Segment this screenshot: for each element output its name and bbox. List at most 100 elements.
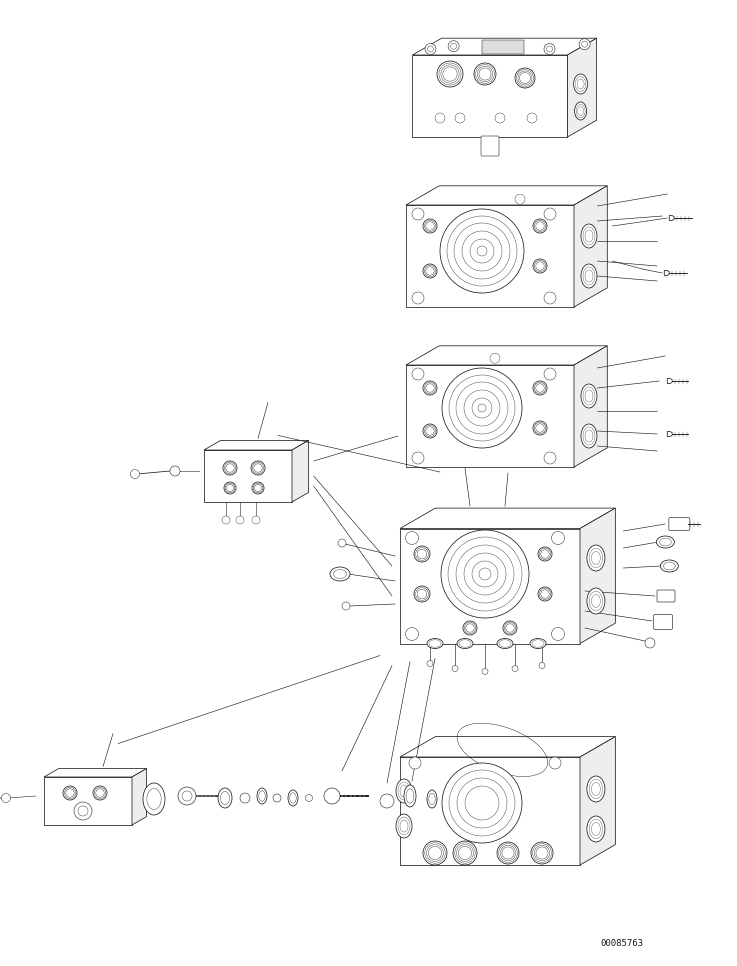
Polygon shape bbox=[413, 55, 567, 137]
Circle shape bbox=[380, 794, 394, 808]
FancyBboxPatch shape bbox=[657, 590, 675, 602]
Ellipse shape bbox=[497, 639, 513, 648]
Circle shape bbox=[222, 516, 230, 524]
Circle shape bbox=[427, 46, 433, 52]
Circle shape bbox=[423, 264, 437, 278]
Circle shape bbox=[503, 621, 517, 635]
Polygon shape bbox=[406, 346, 607, 365]
Ellipse shape bbox=[396, 779, 412, 803]
Ellipse shape bbox=[530, 639, 546, 648]
Circle shape bbox=[533, 381, 547, 395]
Ellipse shape bbox=[259, 791, 265, 801]
Circle shape bbox=[224, 482, 236, 494]
Circle shape bbox=[412, 292, 424, 304]
Circle shape bbox=[130, 469, 139, 478]
Circle shape bbox=[442, 763, 522, 843]
Circle shape bbox=[182, 791, 192, 801]
Polygon shape bbox=[567, 39, 597, 137]
Circle shape bbox=[412, 208, 424, 220]
Circle shape bbox=[544, 452, 556, 464]
Ellipse shape bbox=[257, 788, 267, 804]
Polygon shape bbox=[204, 450, 292, 502]
Polygon shape bbox=[482, 41, 524, 54]
Circle shape bbox=[549, 757, 561, 769]
Circle shape bbox=[544, 292, 556, 304]
Ellipse shape bbox=[581, 424, 597, 448]
Ellipse shape bbox=[587, 588, 605, 614]
Ellipse shape bbox=[334, 569, 346, 579]
Circle shape bbox=[306, 794, 312, 802]
Ellipse shape bbox=[663, 562, 675, 570]
FancyBboxPatch shape bbox=[669, 518, 690, 530]
Ellipse shape bbox=[290, 793, 296, 803]
Circle shape bbox=[452, 666, 458, 671]
Circle shape bbox=[342, 602, 350, 610]
Ellipse shape bbox=[330, 567, 350, 581]
Ellipse shape bbox=[581, 224, 597, 248]
Circle shape bbox=[495, 113, 505, 123]
Ellipse shape bbox=[587, 776, 605, 802]
Polygon shape bbox=[400, 528, 580, 643]
Ellipse shape bbox=[427, 790, 437, 808]
Circle shape bbox=[423, 381, 437, 395]
Ellipse shape bbox=[406, 789, 414, 803]
Circle shape bbox=[497, 842, 519, 864]
Circle shape bbox=[427, 661, 433, 667]
Circle shape bbox=[442, 368, 522, 448]
Circle shape bbox=[531, 842, 553, 864]
Ellipse shape bbox=[581, 384, 597, 408]
Circle shape bbox=[455, 113, 465, 123]
Polygon shape bbox=[400, 737, 615, 757]
Ellipse shape bbox=[457, 639, 473, 648]
Polygon shape bbox=[574, 346, 607, 467]
Circle shape bbox=[533, 219, 547, 233]
Circle shape bbox=[448, 41, 459, 52]
Ellipse shape bbox=[575, 102, 587, 120]
Circle shape bbox=[539, 663, 545, 668]
Circle shape bbox=[78, 806, 88, 816]
Polygon shape bbox=[574, 185, 607, 307]
Ellipse shape bbox=[587, 545, 605, 571]
Polygon shape bbox=[400, 508, 615, 528]
Polygon shape bbox=[292, 440, 309, 502]
Circle shape bbox=[405, 531, 419, 545]
Circle shape bbox=[405, 628, 419, 640]
Ellipse shape bbox=[218, 788, 232, 808]
Ellipse shape bbox=[143, 783, 165, 815]
Circle shape bbox=[538, 547, 552, 561]
Circle shape bbox=[414, 586, 430, 602]
Circle shape bbox=[490, 354, 500, 363]
Polygon shape bbox=[667, 379, 672, 384]
Polygon shape bbox=[406, 205, 574, 307]
Circle shape bbox=[581, 42, 587, 47]
Circle shape bbox=[178, 787, 196, 805]
Ellipse shape bbox=[573, 74, 587, 94]
Circle shape bbox=[547, 46, 553, 52]
Circle shape bbox=[527, 113, 537, 123]
Polygon shape bbox=[669, 215, 674, 220]
Text: 00085763: 00085763 bbox=[601, 939, 643, 948]
Circle shape bbox=[544, 368, 556, 380]
Polygon shape bbox=[580, 508, 615, 643]
Circle shape bbox=[170, 466, 180, 476]
Circle shape bbox=[223, 461, 237, 475]
Polygon shape bbox=[406, 365, 574, 467]
Circle shape bbox=[450, 43, 457, 49]
Ellipse shape bbox=[147, 788, 161, 810]
Circle shape bbox=[645, 638, 655, 648]
Circle shape bbox=[441, 530, 529, 618]
Circle shape bbox=[412, 452, 424, 464]
Circle shape bbox=[63, 786, 77, 800]
Circle shape bbox=[324, 788, 340, 804]
Circle shape bbox=[414, 546, 430, 562]
Circle shape bbox=[437, 61, 463, 87]
FancyBboxPatch shape bbox=[481, 136, 499, 156]
Polygon shape bbox=[406, 185, 607, 205]
Polygon shape bbox=[580, 737, 615, 865]
Circle shape bbox=[1, 793, 10, 803]
Circle shape bbox=[240, 793, 250, 803]
FancyBboxPatch shape bbox=[654, 614, 672, 630]
Circle shape bbox=[544, 208, 556, 220]
Ellipse shape bbox=[660, 560, 678, 572]
Circle shape bbox=[252, 482, 264, 494]
